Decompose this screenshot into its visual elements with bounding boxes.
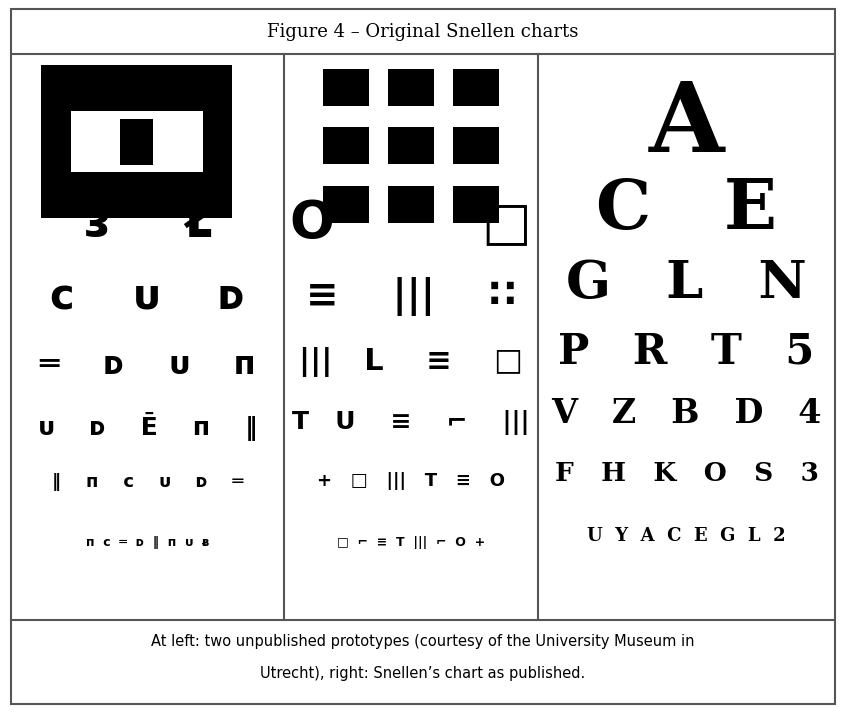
Text: P   R   T   5: P R T 5 [558,330,815,372]
Bar [453,69,499,106]
Text: T   U    ≡    ⌐    |||: T U ≡ ⌐ ||| [293,411,530,436]
Text: +   □   |||   T   ≡   O: + □ ||| T ≡ O [317,472,505,490]
Text: At left: two unpublished prototypes (courtesy of the University Museum in: At left: two unpublished prototypes (cou… [151,634,695,650]
Text: Figure 4 – Original Snellen charts: Figure 4 – Original Snellen charts [267,23,579,41]
Text: □  ⌐  ≡  T  |||  ⌐  O  +: □ ⌐ ≡ T ||| ⌐ O + [337,535,486,548]
Text: A: A [649,78,724,172]
Text: |||   L    ≡    □: ||| L ≡ □ [299,347,523,377]
Bar [41,66,233,218]
Text: ᴈ    ᴌ: ᴈ ᴌ [82,195,213,247]
Text: ‖    ᴨ    ᴄ    ᴜ    ᴅ    ═: ‖ ᴨ ᴄ ᴜ ᴅ ═ [52,473,244,491]
Text: ᴨ  ᴄ  ═  ᴅ  ‖  ᴨ  ᴜ  ᴃ: ᴨ ᴄ ═ ᴅ ‖ ᴨ ᴜ ᴃ [86,535,209,548]
Text: C   E: C E [596,176,777,243]
Bar [323,186,369,222]
Text: Utrecht), right: Snellen’s chart as published.: Utrecht), right: Snellen’s chart as publ… [261,665,585,681]
Bar [388,128,434,164]
Bar [120,119,153,165]
Text: ᴜ    ᴅ    Ē    ᴨ    ‖: ᴜ ᴅ Ē ᴨ ‖ [38,411,257,441]
Text: U  Y  A  C  E  G  L  2: U Y A C E G L 2 [587,527,786,545]
Text: ═    ᴅ    ᴜ    ᴨ: ═ ᴅ ᴜ ᴨ [39,349,256,381]
Text: F   H   K   O   S   3: F H K O S 3 [554,461,819,486]
Bar [323,69,369,106]
Bar [71,111,203,173]
Text: V   Z   B   D   4: V Z B D 4 [552,396,821,430]
Bar [453,128,499,164]
Text: G   L   N: G L N [566,257,807,309]
Bar [453,186,499,222]
Bar [323,128,369,164]
Text: O        □: O □ [290,198,532,250]
Bar [388,186,434,222]
Text: ≡    |||    ∷: ≡ ||| ∷ [306,277,516,316]
Text: ᴄ    ᴜ    ᴅ: ᴄ ᴜ ᴅ [50,277,245,319]
Bar [388,69,434,106]
